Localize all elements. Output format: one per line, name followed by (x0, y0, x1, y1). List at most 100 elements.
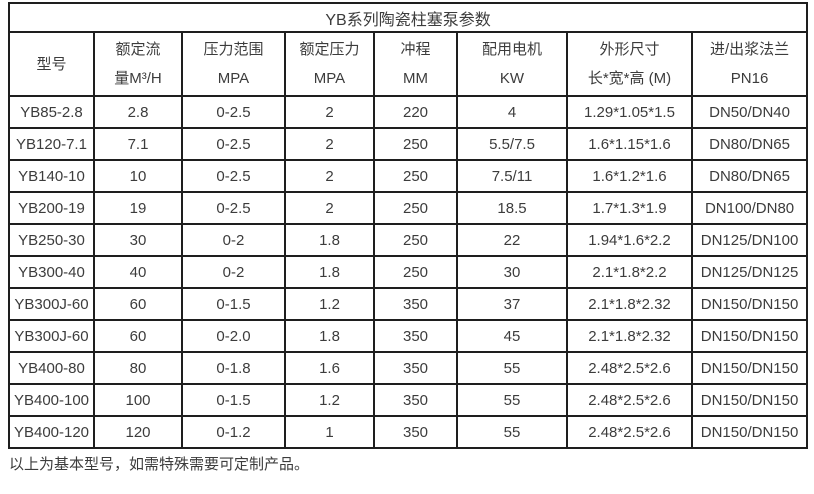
table-cell: YB120-7.1 (8, 127, 95, 161)
table-cell: 1 (284, 415, 375, 449)
column-header-line1: 冲程 (400, 41, 431, 58)
table-cell: DN150/DN150 (690, 415, 809, 449)
table-cell: 1.29*1.05*1.5 (566, 95, 693, 129)
table-cell: DN150/DN150 (690, 319, 809, 353)
table-cell: 18.5 (456, 191, 568, 225)
table-cell: 1.2 (284, 287, 375, 321)
table-row: YB200-19 19 0-2.5 2 250 18.5 1.7*1.3*1.9 DN100/… (8, 191, 809, 225)
page: YB系列陶瓷柱塞泵参数 型号 额定流 量M³/H 压力范围 MPA 额定压力 MPA 冲程 MM… (7, 2, 809, 473)
table-cell: 220 (373, 95, 458, 129)
table-cell: 120 (93, 415, 183, 449)
column-header-7: 外形尺寸长*宽*高 (M) (566, 31, 693, 97)
table-cell: 1.94*1.6*2.2 (566, 223, 693, 257)
table-cell: 0-2 (181, 223, 286, 257)
table-cell: YB300-40 (8, 255, 95, 289)
table-cell: 250 (373, 159, 458, 193)
table-cell: DN125/DN100 (690, 223, 809, 257)
table-row: YB140-10 10 0-2.5 2 250 7.5/11 1.6*1.2*1.6 DN80… (8, 159, 809, 193)
table-cell: 1.8 (284, 255, 375, 289)
table-cell: 45 (456, 319, 568, 353)
table-cell: 60 (93, 287, 183, 321)
table-cell: 350 (373, 319, 458, 353)
table-cell: 7.1 (93, 127, 183, 161)
column-header-line1: 压力范围 (203, 41, 264, 58)
table-cell: 250 (373, 255, 458, 289)
table-cell: 2.1*1.8*2.2 (566, 255, 693, 289)
column-header-2: 额定流量M³/H (93, 31, 183, 97)
table-row: YB300J-60 60 0-1.5 1.2 350 37 2.1*1.8*2.32 DN15… (8, 287, 809, 321)
table-cell: 350 (373, 287, 458, 321)
column-header-line2: 量M³/H (114, 70, 162, 87)
table-cell: DN150/DN150 (690, 351, 809, 385)
table-row: YB400-80 80 0-1.8 1.6 350 55 2.48*2.5*2.6 DN150… (8, 351, 809, 385)
table-cell: 80 (93, 351, 183, 385)
table-cell: 0-1.5 (181, 287, 286, 321)
table-cell: 1.6 (284, 351, 375, 385)
table-cell: 60 (93, 319, 183, 353)
table-cell: YB200-19 (8, 191, 95, 225)
column-header-3: 压力范围 MPA (181, 31, 286, 97)
column-header-line1: 额定流 (115, 41, 161, 58)
column-header-line1: 配用电机 (481, 41, 542, 58)
table-cell: 350 (373, 383, 458, 417)
table-row: YB300-40 40 0-2 1.8 250 30 2.1*1.8*2.2 DN125/DN… (8, 255, 809, 289)
table-cell: YB400-100 (8, 383, 95, 417)
table-row: YB400-100 100 0-1.5 1.2 350 55 2.48*2.5*2.6 DN1… (8, 383, 809, 417)
column-header-line1: 外形尺寸 (599, 41, 660, 58)
table-cell: 0-2.5 (181, 191, 286, 225)
table-cell: YB250-30 (8, 223, 95, 257)
table-cell: 1.6*1.15*1.6 (566, 127, 693, 161)
table-cell: 55 (456, 351, 568, 385)
table-cell: 37 (456, 287, 568, 321)
table-cell: 55 (456, 383, 568, 417)
table-cell: YB400-120 (8, 415, 95, 449)
table-cell: YB400-80 (8, 351, 95, 385)
table-cell: 1.7*1.3*1.9 (566, 191, 693, 225)
pump-parameters-table: YB系列陶瓷柱塞泵参数 型号 额定流 量M³/H 压力范围 MPA 额定压力 MPA 冲程 MM… (7, 2, 809, 449)
table-cell: 7.5/11 (456, 159, 568, 193)
table-cell: 0-1.2 (181, 415, 286, 449)
table-cell: 250 (373, 223, 458, 257)
table-row: YB85-2.8 2.8 0-2.5 2 220 4 1.29*1.05*1.5 DN50/D… (8, 95, 809, 129)
column-header-5: 冲程 MM (373, 31, 458, 97)
column-header-line1: 额定压力 (299, 41, 360, 58)
table-cell: 30 (456, 255, 568, 289)
table-cell: 2.48*2.5*2.6 (566, 383, 693, 417)
table-cell: 1.8 (284, 319, 375, 353)
table-cell: YB300J-60 (8, 287, 95, 321)
column-header-line2: PN16 (730, 70, 769, 87)
table-cell: 5.5/7.5 (456, 127, 568, 161)
table-cell: 350 (373, 351, 458, 385)
table-cell: YB140-10 (8, 159, 95, 193)
table-cell: 0-2.5 (181, 127, 286, 161)
column-header-6: 配用电机 KW (456, 31, 568, 97)
table-cell: DN50/DN40 (690, 95, 809, 129)
column-header-1: 型号 (8, 31, 95, 97)
table-cell: 2.48*2.5*2.6 (566, 415, 693, 449)
table-cell: 250 (373, 191, 458, 225)
column-header-4: 额定压力 MPA (284, 31, 375, 97)
table-cell: 2.8 (93, 95, 183, 129)
column-header-line2: MM (403, 70, 428, 87)
column-header-line2: MPA (313, 70, 346, 87)
table-cell: 0-2.5 (181, 159, 286, 193)
column-header-line2: 长*宽*高 (M) (587, 70, 672, 87)
table-cell: 19 (93, 191, 183, 225)
table-cell: 350 (373, 415, 458, 449)
table-cell: DN80/DN65 (690, 159, 809, 193)
title-row: YB系列陶瓷柱塞泵参数 (7, 2, 809, 33)
table-cell: 22 (456, 223, 568, 257)
table-cell: 1.6*1.2*1.6 (566, 159, 693, 193)
table-cell: 2.48*2.5*2.6 (566, 351, 693, 385)
table-cell: 0-2.0 (181, 319, 286, 353)
table-cell: YB85-2.8 (8, 95, 95, 129)
column-header-line1: 型号 (36, 55, 67, 73)
table-cell: 2.1*1.8*2.32 (566, 319, 693, 353)
table-row: YB400-120 120 0-1.2 1 350 55 2.48*2.5*2.6 DN150… (8, 415, 809, 449)
column-header-8: 进/出浆法兰 PN16 (690, 31, 809, 97)
table-cell: DN80/DN65 (690, 127, 809, 161)
table-cell: 0-2 (181, 255, 286, 289)
table-cell: 1.2 (284, 383, 375, 417)
table-cell: 30 (93, 223, 183, 257)
table-cell: 10 (93, 159, 183, 193)
